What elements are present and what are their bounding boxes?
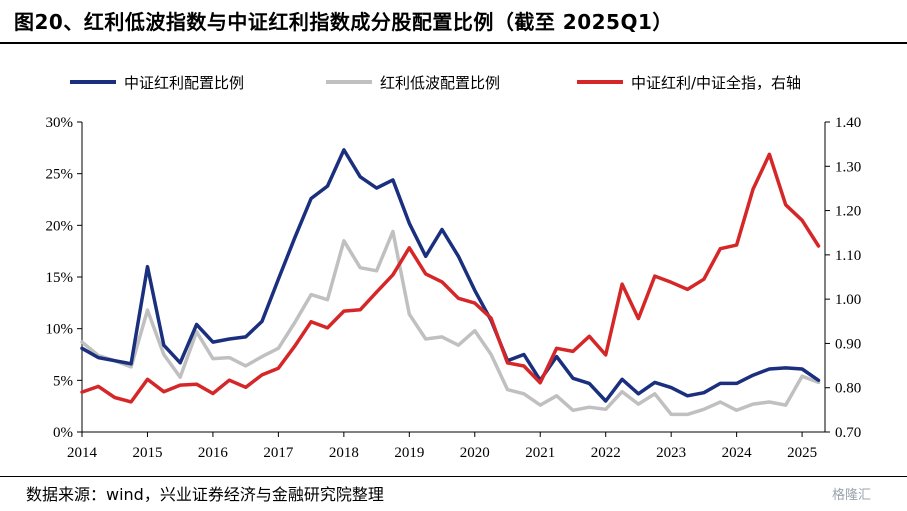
- y-left-tick-label: 25%: [46, 167, 74, 183]
- axes: 0% 5% 10% 15% 20% 25% 30% 0.70 0.80 0.90 1.00 1.10 1…: [46, 115, 862, 461]
- legend: 中证红利配置比例 红利低波配置比例 中证红利/中证全指，右轴: [70, 74, 801, 92]
- x-tick-label: 2021: [525, 445, 555, 461]
- x-tick-label: 2017: [263, 445, 294, 461]
- y-right-tick-label: 0.80: [835, 381, 861, 397]
- x-tick-label: 2016: [198, 445, 229, 461]
- x-tick-label: 2014: [67, 445, 98, 461]
- y-right-tick-label: 0.70: [835, 425, 861, 441]
- y-left-tick-label: 20%: [46, 218, 74, 234]
- watermark-logo: 格隆汇: [832, 488, 872, 503]
- y-left-tick-label: 10%: [46, 322, 74, 338]
- x-tick-label: 2023: [656, 445, 686, 461]
- y-right-tick-label: 0.90: [835, 336, 861, 352]
- source-rule: [0, 476, 907, 477]
- y-right-tick-label: 1.40: [835, 115, 861, 131]
- x-tick-label: 2018: [329, 445, 359, 461]
- x-tick-label: 2025: [787, 445, 817, 461]
- chart-title: 图20、红利低波指数与中证红利指数成分股配置比例（截至 2025Q1）: [14, 10, 673, 34]
- y-left-tick-label: 0%: [53, 425, 73, 441]
- x-tick-label: 2019: [394, 445, 424, 461]
- y-left-tick-label: 15%: [46, 270, 74, 286]
- y-left-tick-label: 5%: [53, 373, 73, 389]
- y-right-tick-label: 1.00: [835, 292, 861, 308]
- legend-label-0: 中证红利配置比例: [124, 74, 244, 92]
- y-left-tick-label: 30%: [46, 115, 74, 131]
- x-tick-label: 2024: [722, 445, 753, 461]
- source-note: 数据来源：wind，兴业证券经济与金融研究院整理: [26, 485, 384, 504]
- x-tick-label: 2022: [591, 445, 621, 461]
- series-line-1: [80, 229, 821, 417]
- y-right-tick-label: 1.30: [835, 159, 861, 175]
- series-line-2: [80, 152, 821, 404]
- series-line-0: [80, 148, 821, 403]
- x-tick-label: 2020: [460, 445, 490, 461]
- legend-label-2: 中证红利/中证全指，右轴: [631, 74, 801, 92]
- dual-axis-line-chart: 中证红利配置比例 红利低波配置比例 中证红利/中证全指，右轴 0% 5% 10% 15% 2…: [46, 74, 862, 461]
- y-right-tick-label: 1.10: [835, 248, 861, 264]
- series-layer: [80, 148, 821, 417]
- x-tick-label: 2015: [132, 445, 162, 461]
- title-rule: [0, 42, 907, 44]
- legend-label-1: 红利低波配置比例: [380, 74, 500, 92]
- y-right-tick-label: 1.20: [835, 204, 861, 220]
